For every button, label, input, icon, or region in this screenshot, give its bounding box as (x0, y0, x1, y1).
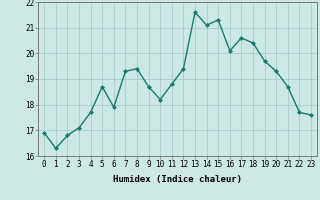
X-axis label: Humidex (Indice chaleur): Humidex (Indice chaleur) (113, 175, 242, 184)
